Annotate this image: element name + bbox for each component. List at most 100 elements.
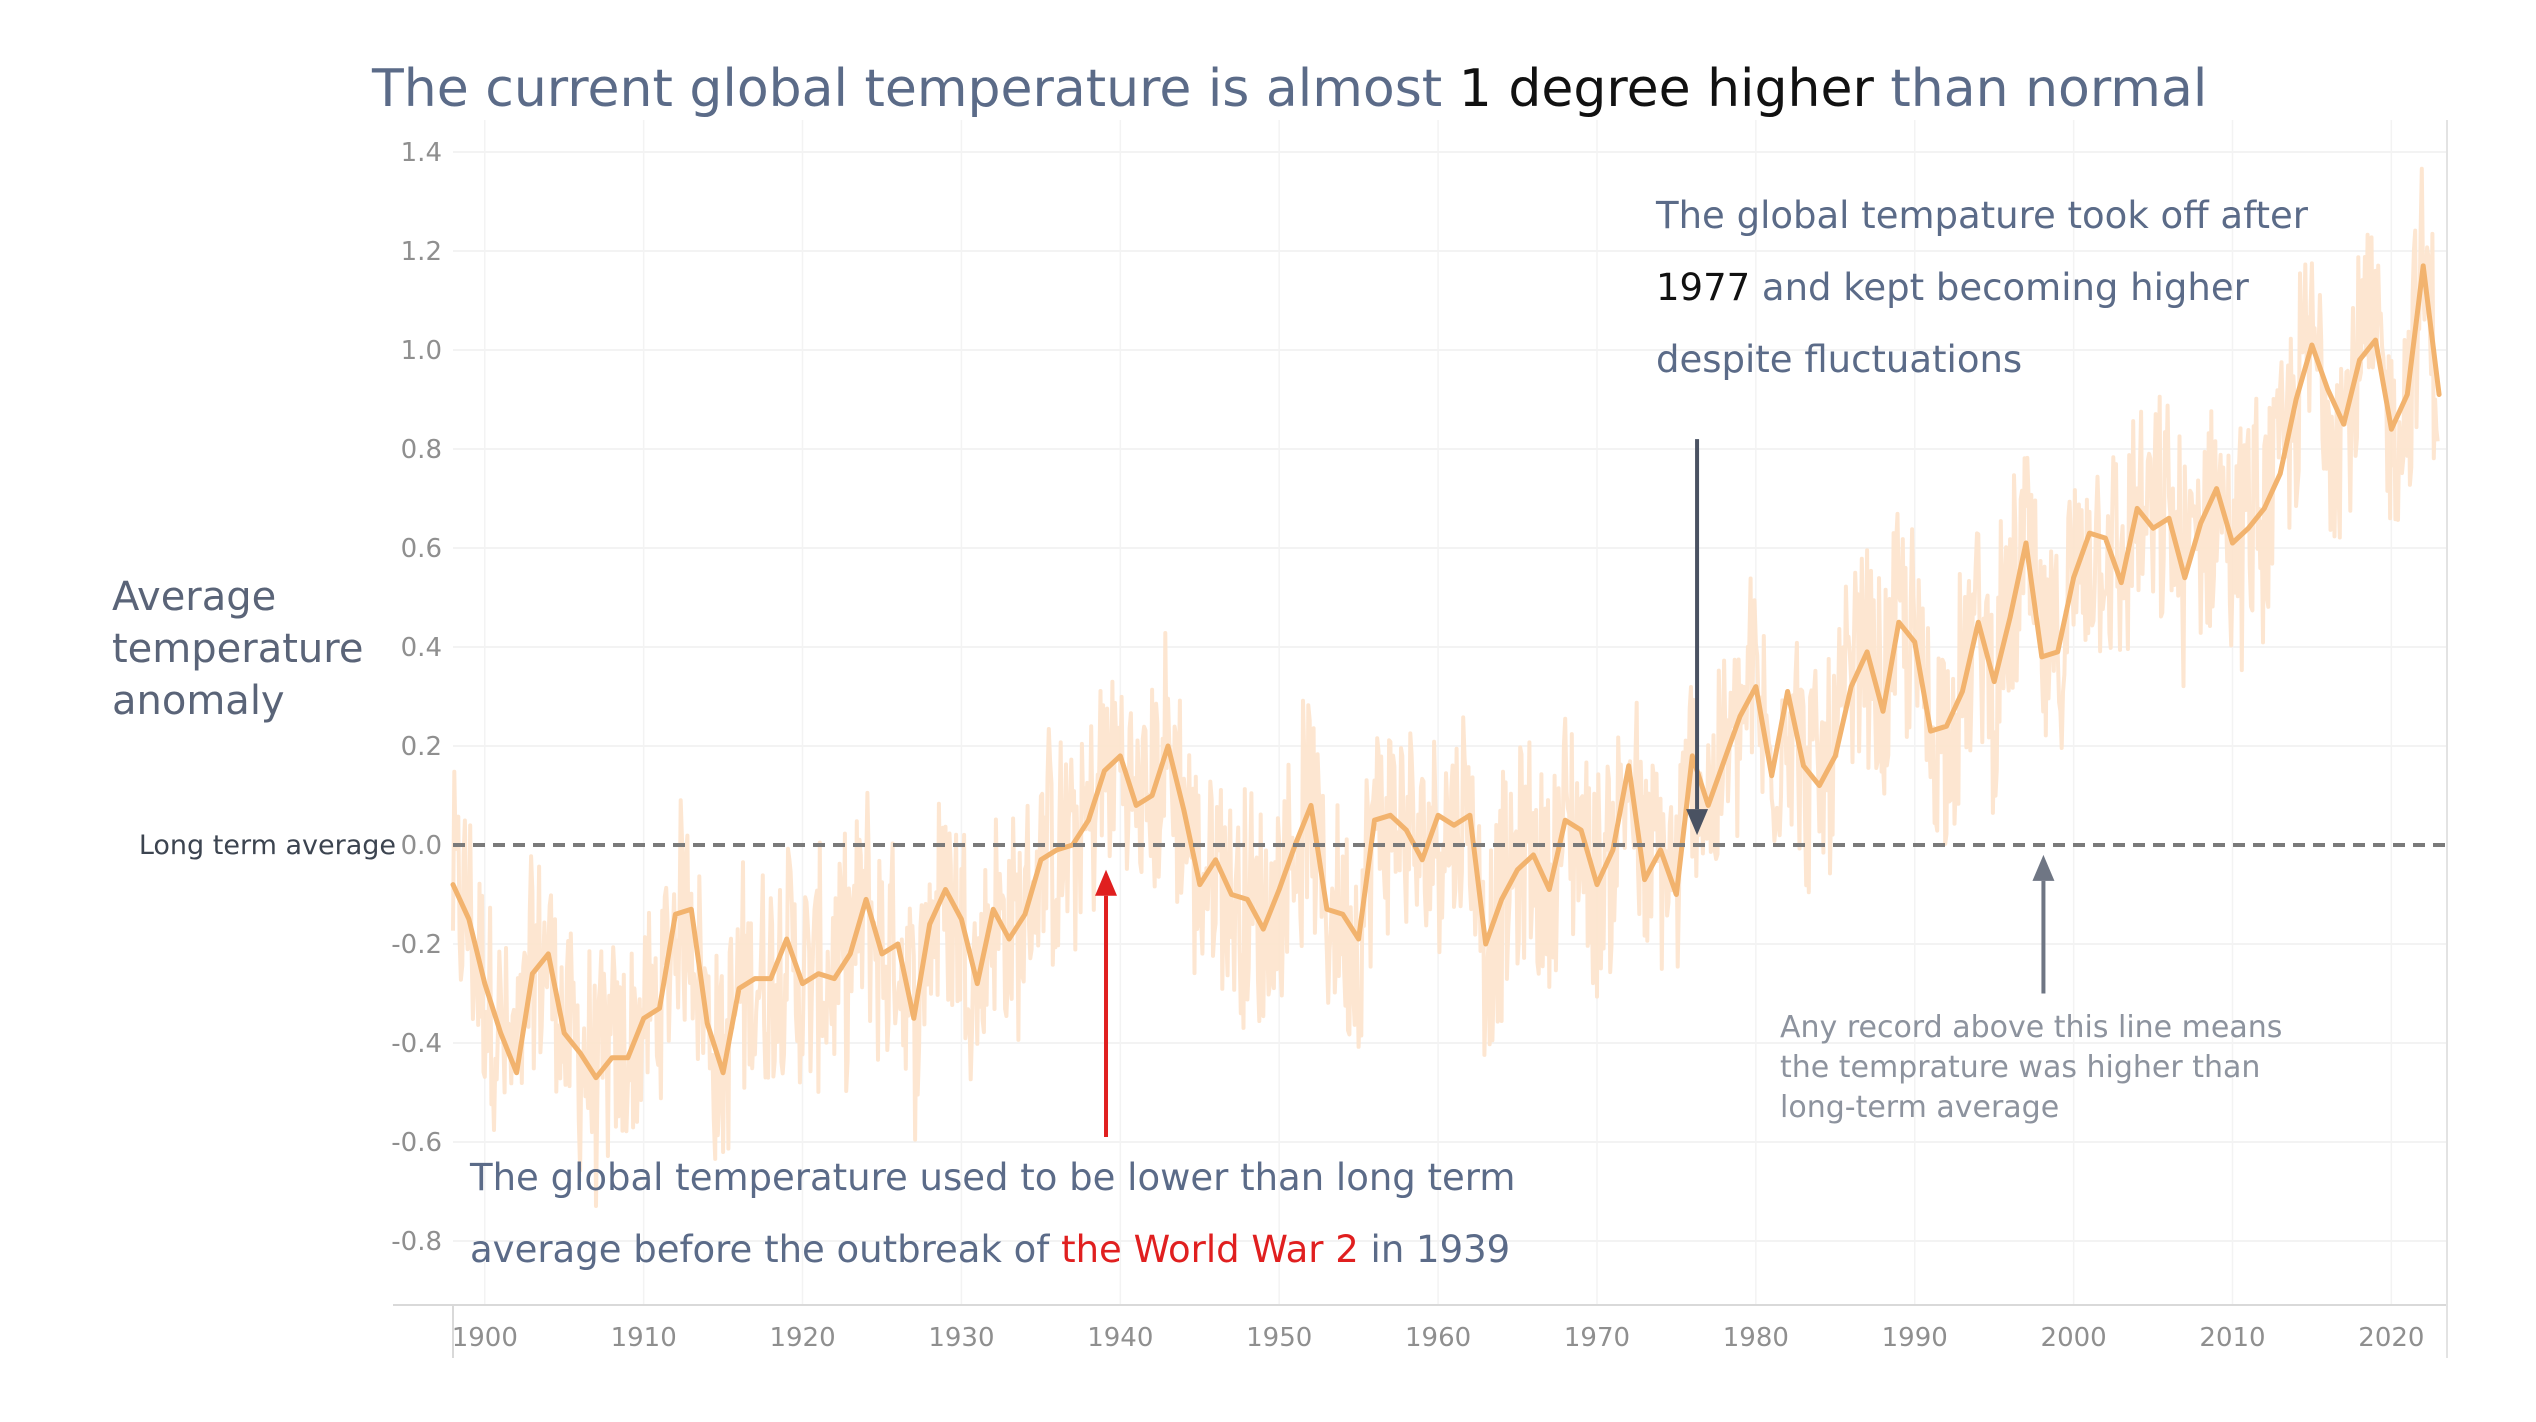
data-point: [1324, 907, 1330, 912]
y-tick-label: -0.4: [391, 1029, 442, 1059]
data-point: [1769, 773, 1774, 778]
data-point: [2341, 422, 2346, 427]
data-point: [2119, 580, 2124, 585]
annotation-ww2-segment: in 1939: [1359, 1228, 1510, 1271]
y-tick-label: 1.2: [401, 237, 442, 267]
x-tick-label: 1930: [928, 1323, 994, 1353]
data-point: [1022, 912, 1028, 917]
x-tick-label: 1920: [769, 1323, 835, 1353]
data-point: [927, 922, 932, 927]
title-segment: The current global temperature is almost: [371, 59, 1459, 119]
data-point: [593, 1075, 599, 1080]
data-point: [1435, 813, 1441, 818]
data-point: [784, 936, 789, 942]
data-point: [2420, 263, 2426, 269]
x-tick-label: 1980: [1723, 1323, 1789, 1353]
data-point: [2214, 486, 2219, 491]
x-tick-label: 1990: [1882, 1323, 1948, 1353]
y-tick-label: -0.8: [391, 1227, 442, 1257]
data-point: [1165, 743, 1171, 749]
data-point: [1134, 803, 1139, 808]
data-point: [450, 882, 456, 887]
annotation-average-note: Any record above this line means: [1780, 1010, 2282, 1045]
annotation-ww2: The global temperature used to be lower …: [469, 1156, 1515, 1199]
data-point: [2436, 392, 2442, 397]
data-point: [1880, 709, 1886, 714]
data-point: [1864, 649, 1870, 655]
data-point: [1801, 763, 1806, 768]
data-point: [1308, 803, 1314, 808]
data-point: [1785, 689, 1790, 694]
data-point: [2039, 654, 2045, 660]
data-point: [863, 897, 869, 902]
data-point: [2071, 575, 2076, 580]
y-tick-label: -0.6: [391, 1128, 442, 1158]
y-tick-label: -0.2: [391, 930, 442, 960]
data-point: [1658, 847, 1663, 853]
data-point: [1817, 783, 1822, 788]
x-tick-label: 1900: [452, 1323, 518, 1353]
y-axis-label: temperature: [112, 626, 363, 672]
y-tick-label: 0.2: [401, 732, 442, 762]
x-tick-label: 1940: [1087, 1323, 1153, 1353]
data-point: [2325, 387, 2331, 392]
data-point: [1006, 936, 1012, 942]
data-point: [1340, 912, 1345, 917]
annotation-takeoff: The global tempature took off after: [1655, 194, 2309, 237]
y-axis-label: anomaly: [112, 678, 285, 724]
data-point: [2134, 506, 2140, 511]
data-point: [2103, 535, 2108, 541]
data-point: [577, 1050, 583, 1056]
data-point: [1467, 813, 1473, 818]
long-term-average-label: Long term average: [139, 830, 396, 861]
annotation-takeoff-segment: and kept becoming higher: [1750, 266, 2249, 309]
data-point: [1960, 689, 1965, 694]
data-point: [1737, 714, 1743, 719]
annotation-ww2-segment: the World War 2: [1061, 1228, 1359, 1271]
data-point: [2246, 526, 2251, 531]
data-point: [1674, 892, 1679, 897]
y-tick-label: 0.0: [401, 831, 442, 861]
data-point: [482, 981, 487, 986]
data-point: [657, 1006, 662, 1011]
data-point: [514, 1070, 519, 1075]
data-point: [2198, 521, 2203, 526]
data-point: [991, 907, 996, 912]
chart-title: The current global temperature is almost…: [371, 59, 2207, 119]
data-point: [625, 1055, 630, 1061]
data-point: [832, 976, 837, 981]
x-tick-label: 1970: [1564, 1323, 1630, 1353]
annual-temperature-line: [450, 263, 2442, 1081]
annotation-average-note: the temprature was higher than: [1780, 1050, 2260, 1085]
data-point: [1102, 768, 1107, 773]
data-point: [1118, 753, 1123, 759]
data-point: [2166, 516, 2172, 521]
y-tick-label: 1.0: [401, 336, 442, 366]
data-point: [1038, 857, 1044, 863]
data-point: [2230, 540, 2235, 546]
data-point: [1547, 887, 1552, 892]
data-point: [1229, 892, 1234, 897]
arrow-1977-head: [1686, 809, 1709, 836]
x-tick-label: 2010: [2199, 1323, 2265, 1353]
data-point: [1610, 847, 1616, 853]
annotation-takeoff-segment: despite fluctuations: [1656, 338, 2022, 381]
y-tick-label: 0.8: [401, 435, 442, 465]
data-point: [768, 976, 773, 981]
data-point: [975, 981, 980, 986]
annotation-takeoff-segment: The global tempature took off after: [1655, 194, 2309, 237]
data-point: [720, 1070, 726, 1075]
title-highlight: 1 degree higher: [1459, 59, 1875, 119]
data-point: [1499, 897, 1504, 902]
annotation-ww2-segment: The global temperature used to be lower …: [469, 1156, 1515, 1199]
data-point: [895, 941, 901, 947]
data-point: [1976, 620, 1981, 625]
x-tick-label: 1910: [611, 1323, 677, 1353]
data-point: [689, 907, 694, 912]
annotation-takeoff: 1977 and kept becoming higher: [1656, 266, 2250, 309]
data-point: [1054, 847, 1059, 853]
data-point: [2007, 615, 2013, 620]
data-point: [800, 981, 805, 986]
data-point: [1419, 857, 1425, 863]
title-layer: The current global temperature is almost…: [371, 59, 2207, 119]
